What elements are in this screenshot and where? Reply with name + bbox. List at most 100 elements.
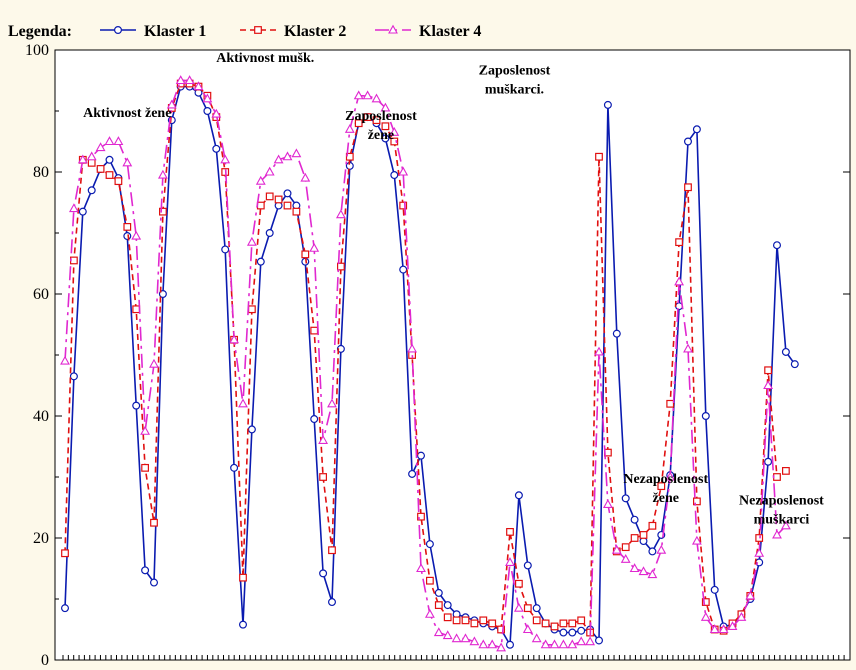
data-point [238,398,248,408]
data-point [434,601,443,609]
data-point [328,546,336,555]
data-point [248,305,256,314]
data-point [292,207,301,216]
legend-marker [254,26,262,34]
data-point [291,148,302,158]
data-point [558,639,569,649]
data-point [424,608,435,618]
data-point [309,242,320,252]
data-point [683,343,693,353]
data-point [87,158,96,167]
data-point [264,166,275,176]
data-point [283,201,292,210]
data-point [273,154,284,164]
data-point [506,527,514,536]
data-point [559,619,568,628]
data-point [328,598,337,607]
data-point [239,573,247,582]
data-point [585,636,596,646]
data-point [514,579,523,588]
data-point [407,343,418,353]
data-point [621,494,630,503]
y-tick-label: 100 [25,42,49,59]
data-point [754,547,765,557]
data-point [763,380,774,390]
data-point [630,534,639,542]
data-point [568,628,577,637]
data-point [389,127,400,136]
data-point [479,616,488,625]
data-point [577,616,586,625]
data-point [772,241,781,250]
data-point [487,639,498,649]
data-point [461,616,470,625]
data-point [434,588,443,597]
data-point [755,534,764,542]
data-point [639,531,648,539]
legend-item: Klaster 1 [100,23,206,40]
data-point [540,639,551,649]
legend-marker [388,24,398,34]
data-point [212,144,221,153]
data-point [95,142,106,152]
data-point [506,640,515,649]
legend-item: Klaster 2 [240,23,346,40]
series-klaster-4 [60,75,791,652]
data-point [522,624,533,634]
data-point [122,157,133,167]
data-point [166,99,177,109]
data-point [638,566,649,576]
data-point [550,622,559,631]
data-point [611,544,622,554]
data-point [647,569,658,579]
annotation-label: Aktivnost žene [83,106,171,121]
data-point [203,106,212,115]
data-point [123,223,132,231]
data-point [701,598,710,606]
data-point [353,90,364,100]
annotation-label: Aktivnost mušk. [216,51,314,66]
data-point [718,624,729,634]
data-point [417,451,426,460]
data-point [319,569,328,578]
data-point [426,576,434,585]
data-point [399,265,408,274]
data-point [380,102,391,112]
data-point [568,619,577,628]
data-point [531,633,542,643]
data-point [675,238,683,247]
data-point [114,177,123,186]
data-point [691,535,702,545]
data-point [381,122,390,131]
legend-item: Klaster 4 [375,23,481,40]
data-point [700,611,711,621]
data-point [310,326,319,335]
data-point [132,401,141,410]
data-point [594,636,603,645]
legend-entry-label: Klaster 1 [144,23,206,40]
data-point [773,473,781,481]
data-point [131,230,142,240]
data-point [709,624,720,634]
data-point [265,229,274,238]
data-point [60,604,69,613]
legend-entry-label: Klaster 2 [284,23,346,40]
legend: Legenda: Klaster 1 Klaster 2 Klaster 4 [8,23,481,40]
data-point [371,93,382,103]
data-point [497,625,505,634]
data-point [630,515,639,524]
data-point [159,207,167,216]
data-point [381,134,390,143]
legend-marker [113,26,122,35]
data-point [69,372,78,381]
data-point [523,561,532,570]
data-point [390,171,399,180]
data-point [256,201,265,210]
data-point [648,547,657,556]
data-point [443,601,452,610]
data-point [781,467,790,475]
data-point [255,175,266,185]
data-point [265,192,274,201]
data-point [780,520,791,530]
data-point [362,90,373,100]
